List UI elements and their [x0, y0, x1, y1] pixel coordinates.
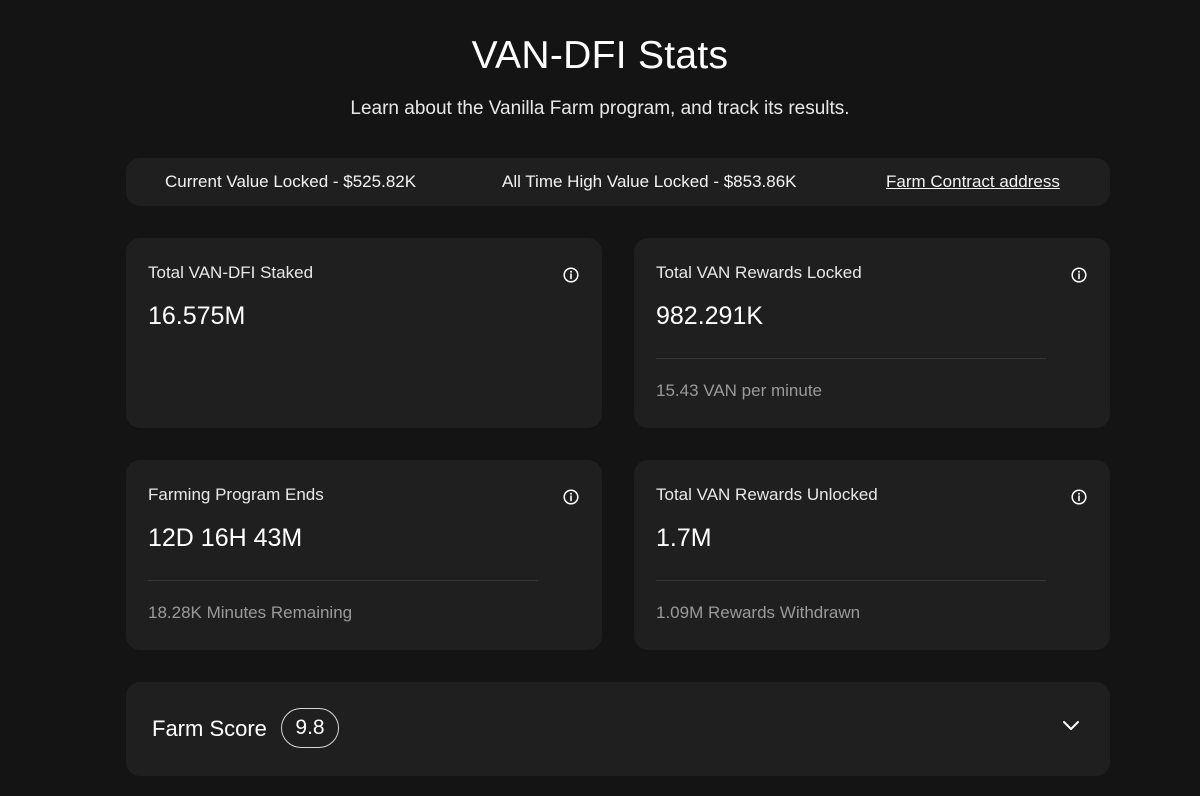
- card-divider: [656, 358, 1046, 359]
- current-value-locked: Current Value Locked - $525.82K: [165, 172, 417, 191]
- farm-score-accordion[interactable]: Farm Score 9.8: [126, 682, 1110, 776]
- info-icon[interactable]: [563, 267, 579, 283]
- rewards-unlocked-card: Total VAN Rewards Unlocked 1.7M 1.09M Re…: [634, 460, 1110, 650]
- card-label: Total VAN-DFI Staked: [148, 263, 314, 282]
- card-divider: [148, 580, 538, 581]
- card-label: Total VAN Rewards Locked: [656, 263, 862, 282]
- chevron-down-icon[interactable]: [1062, 719, 1080, 733]
- page-subtitle: Learn about the Vanilla Farm program, an…: [350, 98, 850, 119]
- farm-contract-address-link[interactable]: Farm Contract address: [886, 172, 1060, 191]
- farm-score-badge: 9.8: [281, 708, 339, 748]
- card-subtext: 18.28K Minutes Remaining: [148, 603, 353, 622]
- card-subtext: 15.43 VAN per minute: [656, 381, 822, 400]
- info-icon[interactable]: [1071, 489, 1087, 505]
- summary-bar: Current Value Locked - $525.82K All Time…: [126, 158, 1110, 206]
- rewards-locked-card: Total VAN Rewards Locked 982.291K 15.43 …: [634, 238, 1110, 428]
- info-icon[interactable]: [1071, 267, 1087, 283]
- card-subtext: 1.09M Rewards Withdrawn: [656, 603, 861, 622]
- page-title: VAN-DFI Stats: [471, 34, 729, 77]
- program-ends-card: Farming Program Ends 12D 16H 43M 18.28K …: [126, 460, 602, 650]
- card-divider: [656, 580, 1046, 581]
- farm-score-label: Farm Score: [152, 716, 267, 741]
- card-value: 1.7M: [656, 524, 712, 552]
- card-value: 982.291K: [656, 302, 764, 330]
- card-label: Total VAN Rewards Unlocked: [656, 485, 878, 504]
- card-label: Farming Program Ends: [148, 485, 324, 504]
- card-value: 12D 16H 43M: [148, 524, 303, 552]
- card-value: 16.575M: [148, 302, 246, 330]
- total-staked-card: Total VAN-DFI Staked 16.575M: [126, 238, 602, 428]
- info-icon[interactable]: [563, 489, 579, 505]
- all-time-high-value-locked: All Time High Value Locked - $853.86K: [502, 172, 797, 191]
